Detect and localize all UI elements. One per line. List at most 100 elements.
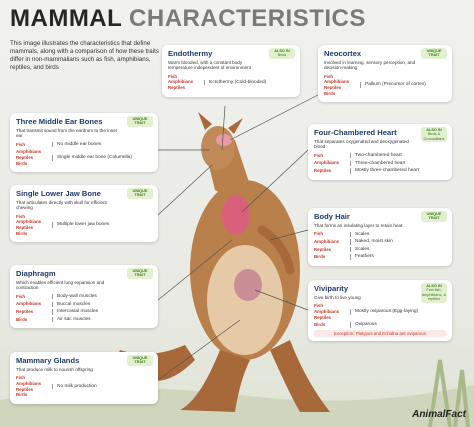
card-title: Body Hair (314, 212, 350, 221)
result: Mostly three-chambered heart (350, 168, 419, 174)
animal-list: Fish Amphibians Reptiles Birds (16, 375, 50, 397)
grass (428, 359, 470, 427)
animal: Fish (16, 213, 26, 219)
result: Feathers (350, 254, 374, 260)
animal-list: Birds (16, 317, 50, 323)
animal-list: Birds (314, 254, 348, 260)
trait-tag: UNIQUE TRAIT (127, 188, 153, 199)
animal: Amphibians (314, 160, 340, 166)
result: Multiple lower jaw bones (52, 222, 109, 228)
result: Pallium (Precursor of cortex) (360, 82, 426, 88)
animal-list: Fish Amphibians Reptiles Birds (324, 74, 358, 96)
result: Body-wall muscles (52, 293, 97, 300)
connectors (157, 94, 319, 381)
trait-tag: UNIQUE TRAIT (127, 355, 153, 366)
brain (216, 134, 232, 146)
trait-card: Single Lower Jaw Bone UNIQUE TRAIT That ar… (10, 185, 158, 243)
tag-label: UNIQUE TRAIT (132, 269, 148, 278)
comparison-group: Reptiles Mostly three-chambered heart (314, 168, 446, 174)
result: Oviparous (350, 322, 377, 328)
comparison-group: Reptiles Intercostal muscles (16, 309, 152, 315)
animal: Fish (16, 141, 26, 147)
animal: Fish (16, 375, 26, 381)
result: Buccal muscles (52, 301, 90, 307)
description: Which enables efficient lung expansion a… (16, 280, 105, 291)
tag-label: ALSO IN (426, 284, 442, 288)
comparison-group: Reptiles Scales (314, 247, 446, 253)
animal-list: Reptiles (16, 309, 50, 315)
kangaroo-leg (270, 340, 330, 412)
heart-lungs (222, 195, 250, 235)
animal: Amphibians (168, 79, 194, 85)
result: Air sac muscles (52, 316, 91, 323)
title-dark: MAMMAL (10, 5, 122, 32)
comparison-group: Fish Scales (314, 231, 446, 237)
title: MAMMAL CHARACTERISTICS (10, 5, 366, 33)
comparison-group: Amphibians Buccal muscles (16, 301, 152, 307)
description: Involved in learning, sensory perception… (324, 60, 416, 71)
animal: Amphibians (16, 219, 42, 225)
animal: Reptiles (16, 155, 34, 160)
comparison-group: Fish Amphibians Reptiles Birds Multiple lowe… (16, 214, 152, 236)
trait-card: Diaphragm UNIQUE TRAIT Which enables effic… (10, 265, 158, 329)
trait-card: Four-Chambered Heart ALSO IN Birds & Croco… (308, 124, 452, 180)
animal: Reptiles (314, 246, 332, 252)
result: Two-chambered heart (350, 152, 402, 159)
animal: Birds (324, 90, 336, 96)
trait-tag: ALSO IN Birds (269, 48, 295, 59)
animal: Birds (314, 254, 326, 260)
animal: Reptiles (16, 225, 34, 230)
animal: Fish (168, 73, 178, 79)
trait-tag: ALSO IN Few fish, amphibians, & reptiles (421, 283, 447, 303)
comparison-group: Amphibians Three-chambered heart (314, 160, 446, 166)
result: Scales (350, 246, 369, 253)
exception: Exception: Platypus and Echidna are ovip… (314, 329, 446, 337)
animal-list: Amphibians Reptiles Birds (16, 149, 50, 166)
kangaroo-arm (257, 225, 295, 275)
card-title: Endothermy (168, 49, 213, 58)
comparison-group: Birds Feathers (314, 254, 446, 260)
animal-list: Amphibians (314, 160, 348, 166)
animal-list: Amphibians (314, 239, 348, 245)
animal: Amphibians (16, 381, 42, 386)
animal: Reptiles (16, 386, 34, 392)
description: Give birth to live young (314, 295, 361, 300)
tag-detail: Birds & Crocodilians (423, 132, 445, 141)
trait-tag: UNIQUE TRAIT (127, 268, 153, 279)
comparison-group: Fish Amphibians Reptiles Birds No milk produ… (16, 375, 152, 397)
animal: Amphibians (16, 149, 42, 155)
tag-label: UNIQUE TRAIT (426, 212, 442, 221)
animal: Amphibians (16, 301, 42, 307)
description: That separates oxygenated and deoxygenat… (314, 139, 409, 150)
tag-detail: Few fish, amphibians, & reptiles (421, 288, 447, 302)
card-title: Neocortex (324, 49, 362, 58)
kangaroo-head (201, 126, 235, 170)
description: That produce milk to nourish offspring (16, 367, 93, 372)
result: Scales (350, 231, 369, 237)
kangaroo-ears (198, 112, 243, 134)
result: Single middle ear bone (Columella) (52, 155, 132, 161)
intro: This image illustrates the characteristi… (10, 40, 159, 71)
comparison-group: Fish Amphibians Reptiles Mostly oviparous (… (314, 303, 446, 320)
comparison-group: Fish Amphibians Reptiles Ectothermy (Cold-b… (168, 74, 294, 91)
tag-label: UNIQUE TRAIT (132, 117, 148, 126)
comparison-group: Amphibians Naked, moist skin (314, 239, 446, 245)
comparison-group: Fish Amphibians Reptiles Birds Pallium (Prec… (324, 74, 446, 96)
animal: Fish (314, 231, 324, 237)
card-title: Single Lower Jaw Bone (16, 189, 101, 198)
animal: Birds (16, 160, 28, 166)
result: Intercostal muscles (52, 309, 98, 315)
animal-list: Fish (16, 294, 50, 300)
card-title: Diaphragm (16, 269, 56, 278)
animal: Reptiles (16, 309, 34, 314)
animal: Fish (314, 152, 324, 158)
trait-tag: UNIQUE TRAIT (421, 211, 447, 222)
animal: Birds (16, 230, 28, 236)
logo: AnimalFact (412, 409, 466, 420)
animal: Fish (324, 73, 334, 79)
result: Naked, moist skin (350, 239, 393, 245)
comparison-group: Amphibians Reptiles Birds Single middle ear… (16, 149, 152, 166)
tag-label: UNIQUE TRAIT (132, 189, 148, 198)
